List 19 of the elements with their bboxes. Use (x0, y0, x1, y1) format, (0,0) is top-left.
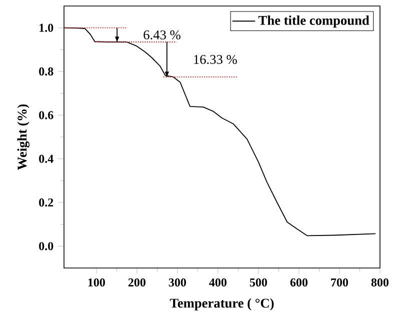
y-tick-label: 0.6 (39, 111, 54, 120)
x-axis-title: Temperature ( °C) (170, 298, 274, 310)
x-tick-label: 100 (88, 278, 105, 286)
x-tick-label: 400 (209, 278, 226, 286)
y-axis-title: Weight (%) (17, 104, 30, 170)
x-tick-label: 600 (290, 278, 308, 286)
annotation: 16.33 % (194, 54, 237, 64)
legend-label: The title compound (258, 15, 370, 28)
y-tick-label: 0.2 (39, 198, 54, 207)
y-tick-label: 1.0 (40, 24, 54, 32)
x-tick-label: 200 (128, 278, 146, 286)
annotation: 6.43 % (144, 30, 180, 40)
x-tick-label: 500 (250, 278, 267, 286)
y-tick-label: 0.8 (39, 67, 54, 76)
x-tick-label: 700 (331, 278, 348, 286)
y-tick-label: 0.0 (39, 242, 54, 250)
x-tick-label: 800 (371, 278, 389, 286)
y-tick-label: 0.4 (39, 154, 54, 163)
x-tick-label: 300 (168, 278, 186, 286)
